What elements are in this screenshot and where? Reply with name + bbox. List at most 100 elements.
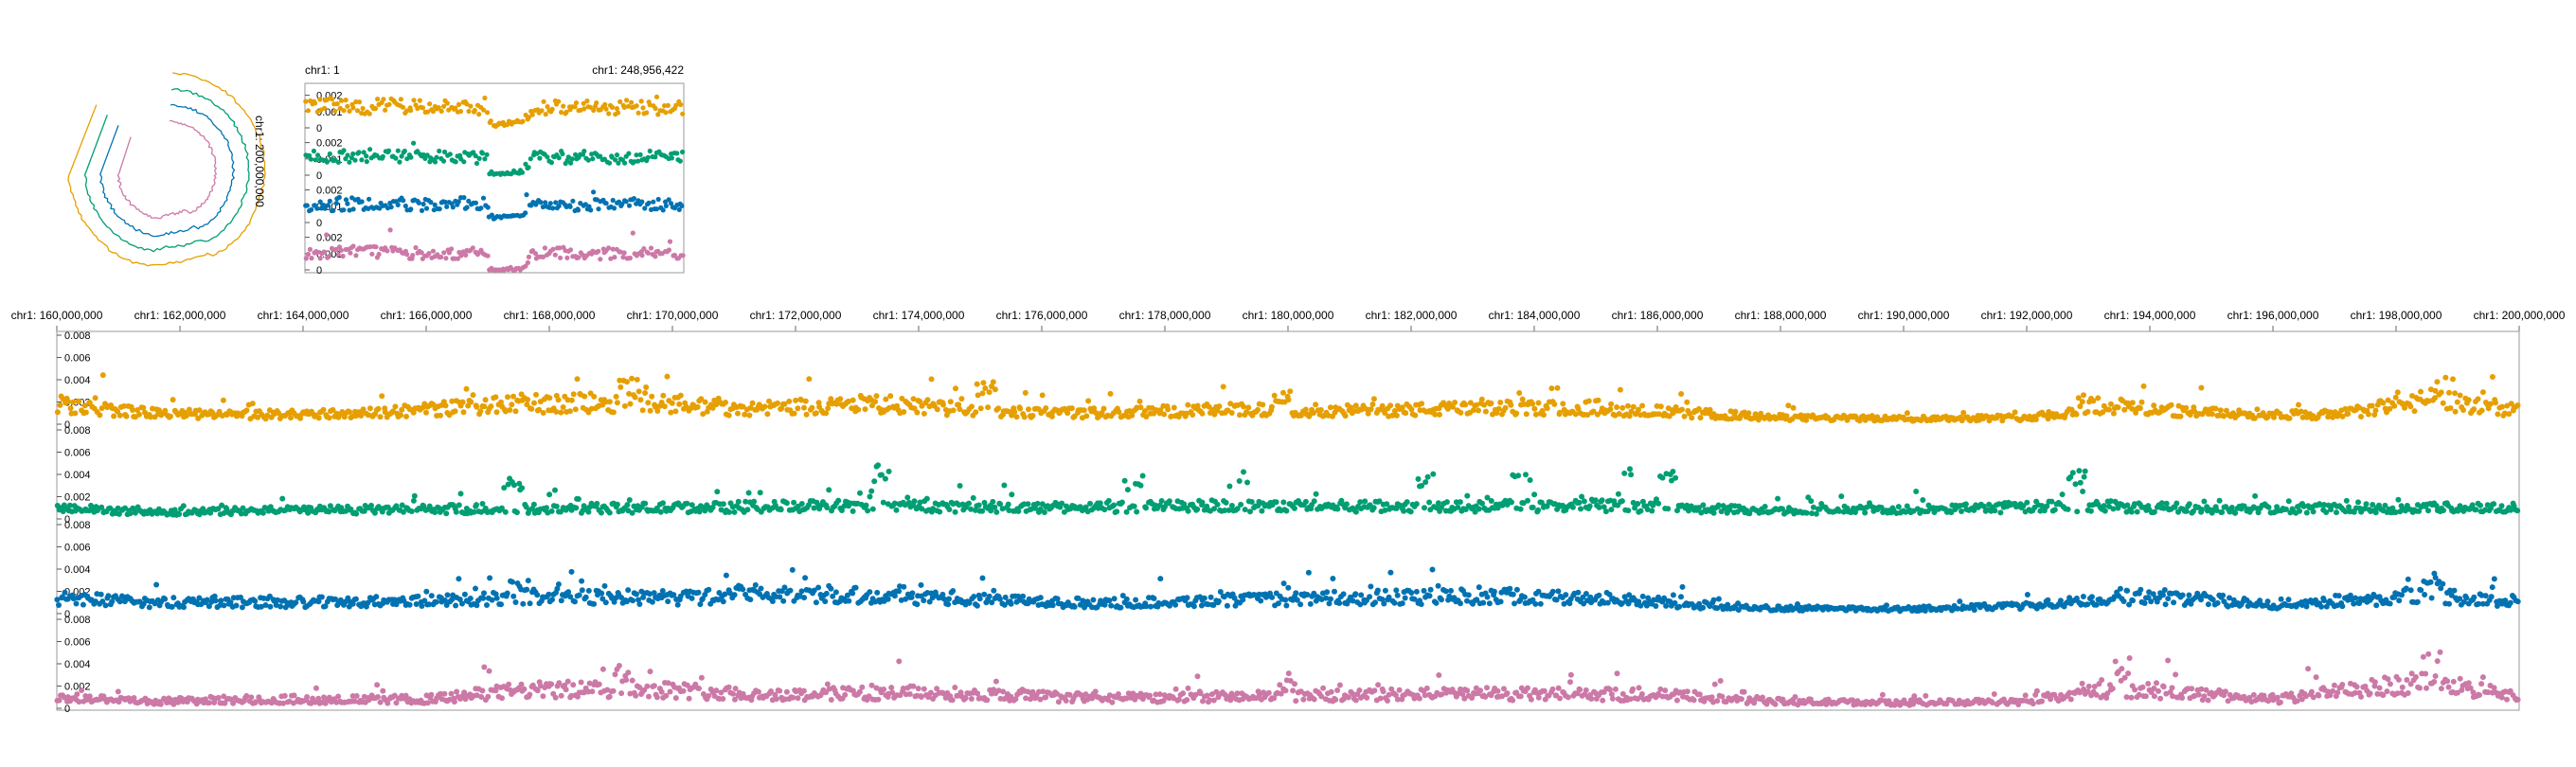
detail-point — [1448, 587, 1454, 594]
detail-point — [2446, 600, 2452, 607]
detail-x-tick-label: chr1: 186,000,000 — [1612, 309, 1704, 322]
overview-point — [627, 255, 634, 261]
overview-point — [332, 108, 338, 114]
overview-point — [640, 105, 646, 111]
overview-point — [526, 115, 532, 120]
overview-point — [570, 198, 576, 204]
detail-point — [2120, 598, 2127, 604]
detail-point — [1008, 600, 1014, 607]
detail-point — [1470, 407, 1476, 414]
detail-point — [1615, 491, 1621, 497]
detail-point — [1323, 595, 1330, 601]
detail-point — [2321, 502, 2327, 508]
overview-point — [591, 189, 597, 195]
detail-point — [1672, 599, 1678, 606]
detail-point — [928, 590, 935, 597]
overview-point — [313, 100, 318, 106]
detail-point — [582, 594, 589, 600]
detail-point — [2302, 409, 2309, 416]
overview-point — [309, 256, 314, 261]
detail-point — [1813, 510, 1819, 517]
detail-point — [534, 592, 541, 598]
detail-point — [2282, 506, 2289, 512]
overview-point — [385, 148, 392, 153]
overview-point — [395, 202, 401, 207]
detail-point — [1502, 404, 1509, 411]
detail-point — [2380, 400, 2387, 406]
detail-point — [2212, 405, 2219, 412]
detail-point — [1673, 474, 1679, 481]
detail-track-panel[interactable]: chr1: 160,000,000 chr1: 162,000,000 chr1: … — [11, 309, 2566, 715]
overview-point — [321, 249, 327, 255]
detail-point — [689, 502, 695, 508]
detail-point — [1710, 509, 1717, 516]
detail-point — [2422, 592, 2428, 598]
overview-point — [485, 205, 491, 210]
detail-point — [575, 496, 581, 502]
detail-point — [2482, 593, 2489, 599]
detail-point — [507, 407, 513, 413]
detail-point — [2440, 400, 2446, 406]
detail-point — [1700, 502, 1707, 508]
detail-point — [240, 505, 246, 511]
detail-point — [275, 597, 281, 603]
detail-point — [326, 415, 332, 421]
detail-point — [2478, 502, 2483, 508]
detail-point — [403, 413, 409, 419]
overview-point — [341, 108, 347, 114]
detail-point — [493, 595, 500, 601]
detail-point — [530, 501, 537, 508]
detail-point — [109, 598, 116, 605]
detail-point — [1382, 587, 1388, 594]
detail-y-tick-label: 0.004 — [64, 564, 91, 576]
detail-point — [1478, 396, 1485, 402]
detail-point — [2068, 406, 2075, 413]
detail-point — [1121, 477, 1128, 484]
detail-point — [2080, 489, 2086, 494]
detail-point — [1525, 497, 1530, 504]
detail-point — [2471, 594, 2478, 600]
overview-point — [669, 201, 674, 206]
overview-point — [539, 108, 545, 114]
overview-point — [542, 245, 548, 251]
detail-point — [832, 589, 839, 596]
detail-point — [1199, 499, 1206, 506]
detail-point — [2057, 598, 2064, 604]
detail-point — [81, 402, 88, 409]
detail-point — [1415, 475, 1422, 482]
detail-point — [2072, 481, 2079, 488]
detail-point — [1258, 598, 1264, 604]
overview-point — [343, 197, 349, 203]
overview-point — [352, 157, 358, 163]
detail-point — [438, 412, 443, 419]
overview-point — [341, 148, 347, 153]
detail-point — [1021, 414, 1028, 420]
detail-point — [2416, 508, 2423, 514]
detail-point — [1041, 509, 1047, 515]
detail-point — [731, 592, 738, 598]
detail-point — [72, 410, 79, 417]
circular-overview[interactable] — [67, 72, 266, 267]
detail-point — [1343, 501, 1350, 508]
overview-point — [645, 250, 652, 256]
detail-point — [939, 591, 946, 598]
detail-point — [957, 406, 963, 413]
overview-point — [354, 108, 361, 114]
detail-point — [647, 591, 653, 598]
detail-point — [2177, 413, 2184, 419]
detail-point — [1317, 406, 1324, 413]
detail-point — [1215, 598, 1222, 604]
detail-point — [132, 509, 138, 516]
detail-point — [315, 598, 322, 605]
detail-point — [1391, 407, 1398, 414]
detail-point — [1519, 396, 1526, 402]
detail-point — [1450, 403, 1456, 410]
detail-point — [1285, 397, 1292, 403]
detail-frame — [56, 330, 2520, 711]
detail-point — [1124, 487, 1131, 493]
overview-point — [572, 104, 578, 110]
detail-point — [966, 599, 973, 606]
linear-overview-panel[interactable]: chr1: 1 chr1: 248,956,422 0.0020.00100.0… — [303, 63, 686, 276]
detail-point — [527, 600, 533, 607]
detail-point — [558, 598, 564, 604]
